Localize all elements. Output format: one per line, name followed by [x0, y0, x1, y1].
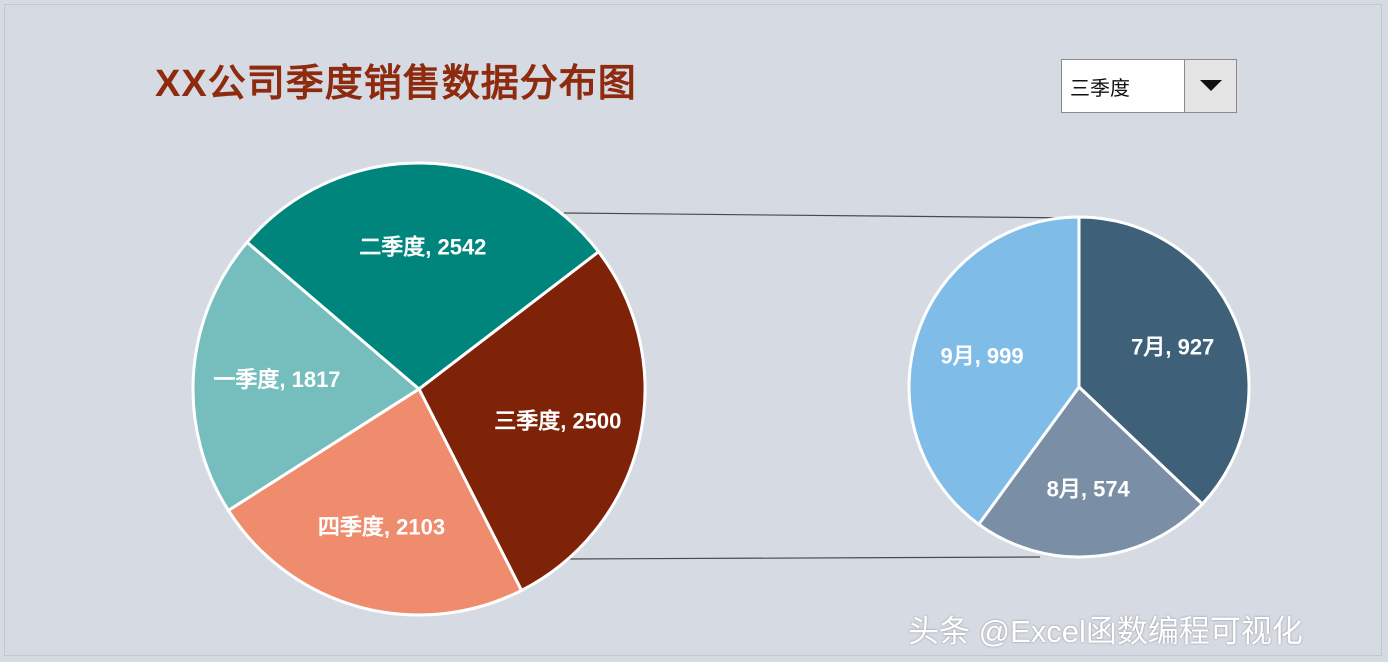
pie-slice-四季度: [226, 386, 524, 617]
data-label-8月: 8月, 574: [1047, 477, 1131, 502]
watermark-text: 头条 @Excel函数编程可视化: [908, 614, 1303, 649]
data-label-二季度: 二季度, 2542: [359, 235, 486, 260]
monthly-pie: 7月, 927 8月, 574 9月, 999: [907, 215, 1251, 559]
data-label-9月: 9月, 999: [940, 343, 1023, 368]
data-label-三季度: 三季度, 2500: [494, 409, 621, 434]
data-label-7月: 7月, 927: [1131, 335, 1214, 360]
quarter-dropdown[interactable]: 三季度: [1061, 59, 1237, 113]
connector-line-1: [563, 212, 1081, 219]
connector-line-2: [561, 556, 1041, 560]
pie-slice-一季度: [191, 240, 422, 513]
dropdown-arrow-button[interactable]: [1184, 60, 1236, 112]
quarter-dropdown-value: 三季度: [1070, 77, 1130, 100]
chart-area-frame: [4, 4, 1382, 656]
connector-lines: [561, 212, 1081, 560]
data-label-一季度: 一季度, 1817: [213, 367, 340, 392]
pie-slice-7月: [1077, 215, 1251, 507]
pie-slice-三季度: [417, 249, 647, 593]
pie-slice-8月: [976, 384, 1205, 559]
data-label-四季度: 四季度, 2103: [318, 514, 445, 539]
chart-title: XX公司季度销售数据分布图: [155, 63, 637, 105]
quarterly-pie: 三季度, 2500 四季度, 2103 一季度, 1817 二季度, 2542: [191, 161, 647, 617]
pie-slice-9月: [907, 215, 1081, 527]
triangle-down-icon: [1199, 80, 1222, 91]
pie-slice-二季度: [245, 161, 601, 391]
